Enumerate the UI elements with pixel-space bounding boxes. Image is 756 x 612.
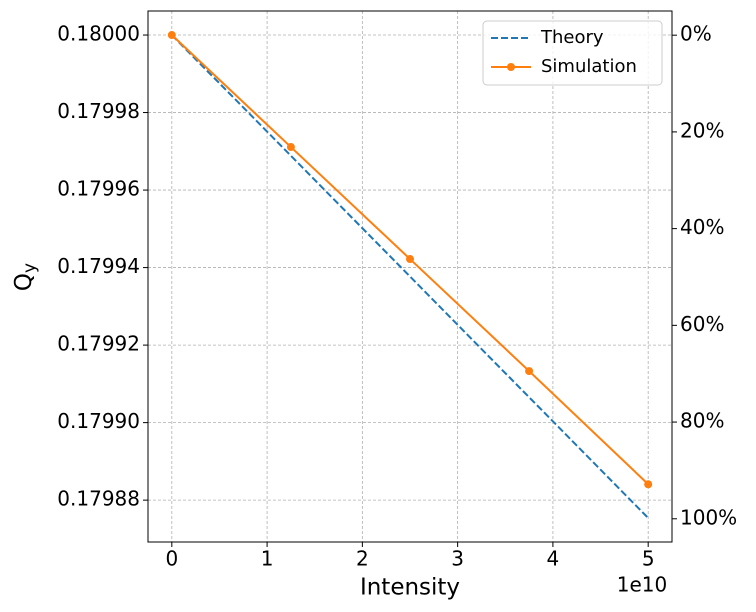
data-point xyxy=(644,480,653,489)
y-label-sub: y xyxy=(20,263,40,273)
x-axis-label: Intensity xyxy=(360,575,460,601)
data-point xyxy=(167,31,176,40)
legend: Theory Simulation xyxy=(482,20,663,86)
data-point xyxy=(525,367,534,376)
legend-label: Simulation xyxy=(541,56,637,77)
y2-tick-label: 100% xyxy=(680,505,737,529)
y2-tick-label: 0% xyxy=(680,22,712,46)
x-tick-label: 3 xyxy=(451,547,464,571)
y-tick-label: 0.17996 xyxy=(57,177,140,201)
y-tick-label: 0.17988 xyxy=(57,487,140,511)
x-offset-label: 1e10 xyxy=(617,573,667,597)
plot-frame xyxy=(147,10,673,543)
y2-tick-label: 40% xyxy=(680,215,724,239)
x-tick-label: 2 xyxy=(356,547,369,571)
x-tick-label: 1 xyxy=(261,547,274,571)
y2-tick-label: 20% xyxy=(680,118,724,142)
x-tick-label: 4 xyxy=(547,547,560,571)
data-point xyxy=(406,255,414,264)
y-axis-label: Qy xyxy=(11,263,41,291)
y-tick-label: 0.17990 xyxy=(57,409,140,433)
legend-label: Theory xyxy=(540,27,604,48)
legend-marker xyxy=(507,63,515,71)
series-line xyxy=(171,34,649,519)
y-label-main: Q xyxy=(11,273,37,291)
y-tick-label: 0.17992 xyxy=(57,332,140,356)
y2-tick-label: 60% xyxy=(680,312,724,336)
y2-tick-label: 80% xyxy=(680,409,724,433)
y-tick-label: 0.18000 xyxy=(57,22,140,46)
y-tick-label: 0.17994 xyxy=(57,254,140,278)
x-tick-label: 5 xyxy=(642,547,655,571)
data-point xyxy=(286,143,295,152)
x-tick-label: 0 xyxy=(165,547,178,571)
y-tick-label: 0.17998 xyxy=(57,99,140,123)
